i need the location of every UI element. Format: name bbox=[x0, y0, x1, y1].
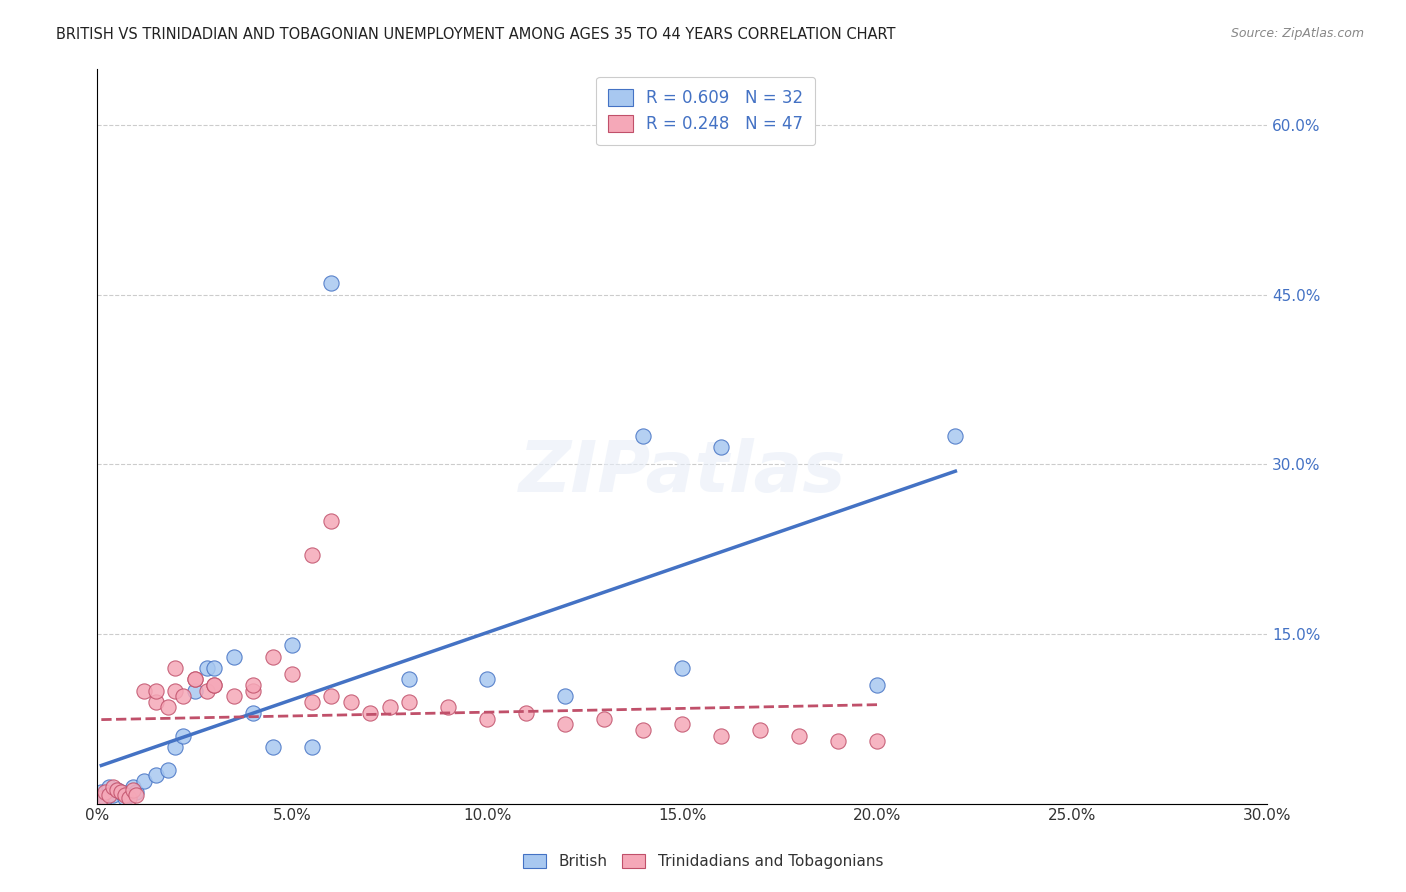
Point bbox=[378, 700, 401, 714]
Point bbox=[121, 780, 143, 794]
Point bbox=[281, 666, 304, 681]
Point bbox=[398, 672, 420, 686]
Point bbox=[866, 734, 889, 748]
Point bbox=[105, 783, 128, 797]
Point bbox=[204, 678, 226, 692]
Point bbox=[515, 706, 537, 720]
Point bbox=[943, 429, 966, 443]
Point bbox=[262, 649, 284, 664]
Text: BRITISH VS TRINIDADIAN AND TOBAGONIAN UNEMPLOYMENT AMONG AGES 35 TO 44 YEARS COR: BRITISH VS TRINIDADIAN AND TOBAGONIAN UN… bbox=[56, 27, 896, 42]
Point bbox=[117, 788, 139, 802]
Point bbox=[710, 729, 733, 743]
Point bbox=[671, 661, 693, 675]
Text: Source: ZipAtlas.com: Source: ZipAtlas.com bbox=[1230, 27, 1364, 40]
Point bbox=[125, 788, 148, 802]
Legend: R = 0.609   N = 32, R = 0.248   N = 47: R = 0.609 N = 32, R = 0.248 N = 47 bbox=[596, 77, 815, 145]
Point bbox=[117, 791, 139, 805]
Text: ZIPatlas: ZIPatlas bbox=[519, 438, 846, 508]
Point bbox=[437, 700, 460, 714]
Point bbox=[134, 683, 156, 698]
Point bbox=[145, 695, 167, 709]
Point bbox=[121, 783, 143, 797]
Point bbox=[195, 683, 218, 698]
Point bbox=[90, 785, 112, 799]
Point bbox=[98, 788, 121, 802]
Point bbox=[184, 672, 207, 686]
Point bbox=[110, 785, 132, 799]
Point bbox=[125, 785, 148, 799]
Point bbox=[398, 695, 420, 709]
Point bbox=[222, 649, 245, 664]
Point bbox=[204, 661, 226, 675]
Point bbox=[156, 763, 179, 777]
Point bbox=[165, 661, 187, 675]
Point bbox=[321, 514, 343, 528]
Point bbox=[222, 689, 245, 703]
Point bbox=[593, 712, 616, 726]
Point bbox=[301, 548, 323, 562]
Point bbox=[156, 700, 179, 714]
Point bbox=[633, 723, 655, 738]
Point bbox=[866, 678, 889, 692]
Point bbox=[172, 729, 194, 743]
Point bbox=[710, 441, 733, 455]
Point bbox=[114, 791, 136, 805]
Point bbox=[340, 695, 363, 709]
Point bbox=[101, 788, 124, 802]
Legend: British, Trinidadians and Tobagonians: British, Trinidadians and Tobagonians bbox=[517, 848, 889, 875]
Point bbox=[145, 683, 167, 698]
Point bbox=[242, 683, 264, 698]
Point bbox=[165, 683, 187, 698]
Point bbox=[554, 689, 576, 703]
Point bbox=[827, 734, 849, 748]
Point bbox=[204, 678, 226, 692]
Point bbox=[184, 683, 207, 698]
Point bbox=[105, 783, 128, 797]
Point bbox=[242, 706, 264, 720]
Point bbox=[110, 785, 132, 799]
Point bbox=[321, 689, 343, 703]
Point bbox=[321, 277, 343, 291]
Point bbox=[101, 780, 124, 794]
Point bbox=[242, 678, 264, 692]
Point bbox=[90, 791, 112, 805]
Point bbox=[94, 785, 117, 799]
Point bbox=[184, 672, 207, 686]
Point bbox=[749, 723, 772, 738]
Point bbox=[145, 768, 167, 782]
Point bbox=[94, 791, 117, 805]
Point bbox=[134, 774, 156, 789]
Point bbox=[195, 661, 218, 675]
Point bbox=[789, 729, 811, 743]
Point bbox=[671, 717, 693, 731]
Point bbox=[114, 788, 136, 802]
Point bbox=[98, 780, 121, 794]
Point bbox=[477, 712, 499, 726]
Point bbox=[301, 695, 323, 709]
Point bbox=[172, 689, 194, 703]
Point bbox=[554, 717, 576, 731]
Point bbox=[477, 672, 499, 686]
Point bbox=[262, 740, 284, 755]
Point bbox=[301, 740, 323, 755]
Point bbox=[281, 638, 304, 652]
Point bbox=[359, 706, 381, 720]
Point bbox=[633, 429, 655, 443]
Point bbox=[165, 740, 187, 755]
